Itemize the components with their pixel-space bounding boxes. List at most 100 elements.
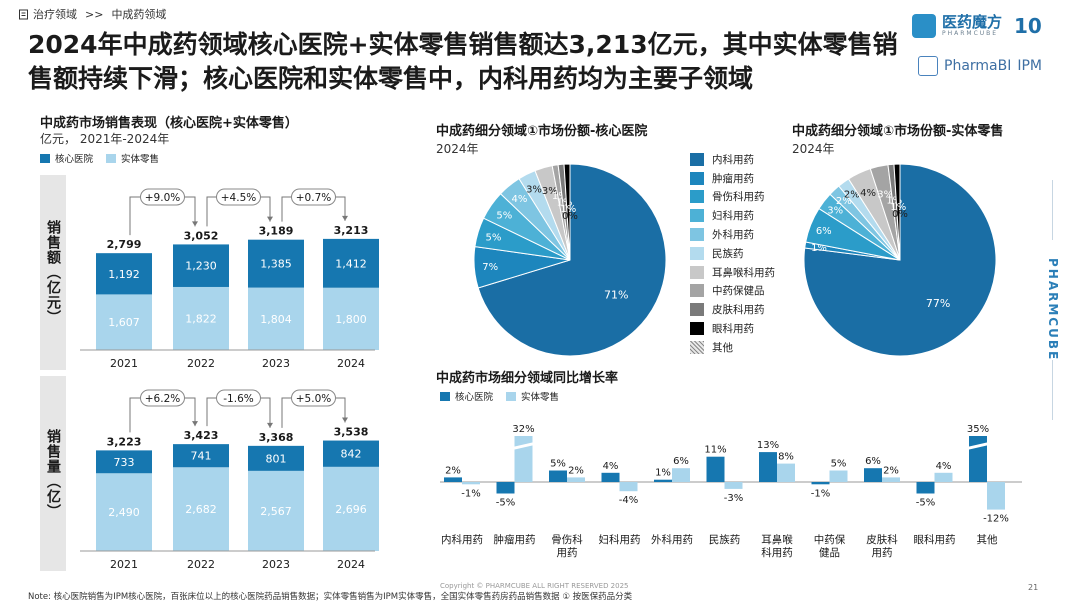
pie-legend-swatch [690, 152, 704, 166]
bar-retail [173, 286, 229, 350]
bar-total-label: 3,213 [334, 224, 369, 237]
pie-legend-label: 民族药 [712, 247, 744, 260]
page-title: 2024年中成药领域核心医院+实体零售销售额达3,213亿元，其中实体零售销售额… [28, 30, 898, 93]
bar-value-label: -12% [983, 514, 1009, 525]
bar-core [323, 238, 379, 288]
document-icon [19, 9, 28, 19]
pie-slice-label: 0% [892, 209, 908, 220]
growth-pill [216, 389, 261, 407]
breadcrumb-level2[interactable]: 中成药领域 [111, 8, 167, 21]
bar-retail [462, 482, 480, 485]
logo-cube-icon [912, 14, 936, 38]
pie-slice-label: 0% [562, 211, 578, 222]
pie-legend-swatch [690, 171, 704, 185]
x-tick-label: 皮肤科 [866, 533, 898, 546]
axis-break [967, 442, 989, 450]
bar-core-label: 741 [191, 450, 212, 463]
bar-core [248, 239, 304, 288]
logo-sub: PHARMCUBE [942, 30, 999, 37]
bar-value-label: 11% [704, 445, 726, 456]
pie-retail-chart: 77%1%6%3%2%2% 4% 3%1%1%0% [803, 163, 997, 357]
bar-retail [934, 472, 953, 482]
pie-legend-item: 骨伤科用药 [690, 188, 775, 207]
x-tick-label: 2022 [187, 357, 215, 370]
growth-arrow [267, 216, 273, 222]
growth-arrow [342, 417, 348, 423]
x-tick-label: 2022 [187, 558, 215, 571]
axis-break [512, 442, 535, 450]
bar-value-label: -4% [619, 495, 638, 506]
growth-connector: +4.5% [206, 188, 273, 227]
bar-core [323, 440, 379, 467]
bar-core [496, 482, 515, 494]
bar-value-label: 5% [831, 459, 847, 470]
bar-retail [96, 294, 152, 350]
pie-slice-label: 2% [844, 190, 860, 201]
breadcrumb: 治疗领域 >> 中成药领域 [18, 6, 166, 22]
x-tick-label: 外科用药 [651, 533, 693, 546]
bar-value-label: 4% [603, 461, 619, 472]
pie-slice-label: 1% [552, 191, 568, 202]
bar-total-label: 2,799 [107, 238, 142, 251]
bar-retail [619, 482, 638, 492]
pie-core-chart: 71%7%5%5%4%3% 3%1%1%1%0% [473, 163, 667, 357]
x-tick-label: 2023 [262, 357, 290, 370]
bar-core-label: 1,385 [260, 258, 292, 271]
bar-retail [96, 473, 152, 551]
growth-pill-label: +4.5% [221, 192, 256, 204]
bar-core [864, 468, 882, 482]
bar-value-label: 35% [967, 424, 989, 435]
logo-name: 医药魔方 [942, 13, 1003, 31]
x-tick-label: 其他 [977, 533, 998, 546]
pie-slice-label: 1% [886, 195, 902, 206]
bar-core [654, 479, 672, 482]
pie-legend-swatch [690, 265, 704, 279]
bar-core [173, 444, 229, 468]
breadcrumb-level1[interactable]: 治疗领域 [33, 8, 77, 21]
growth-pill-label: +0.7% [296, 192, 331, 204]
bar-retail-label: 2,682 [185, 503, 217, 516]
pie-legend-swatch [690, 284, 704, 298]
pie-legend-label: 妇科用药 [712, 210, 754, 223]
growth-pill [140, 188, 185, 206]
volume-axis-label: 销售量（亿） [40, 376, 66, 571]
pharmabi-name: PharmaBI [944, 58, 1012, 74]
growth-connector: +0.7% [281, 188, 348, 222]
bar-core [549, 470, 567, 482]
volume-bar-chart: 2,490 733 3,223 2021 2,682 741 3,423 2022 2,567 8… [80, 389, 379, 571]
x-tick-label: 用药 [872, 547, 893, 559]
bar-total-label: 3,189 [259, 225, 294, 238]
legend-core-label: 核心医院 [55, 154, 94, 165]
pie-slice-label: 7% [482, 262, 498, 273]
pie-legend-label: 耳鼻喉科用药 [712, 266, 775, 279]
growth-pill-label: +5.0% [296, 393, 331, 405]
growth-title: 中成药市场细分领域同比增长率 [436, 371, 619, 386]
pie-legend-item: 妇科用药 [690, 206, 775, 225]
side-brand: PHARMCUBE [1046, 258, 1060, 362]
growth-pill-label: -1.6% [223, 393, 253, 405]
pie-slice-label: 1% [890, 202, 906, 213]
growth-pill [291, 389, 336, 407]
x-tick-label: 眼科用药 [914, 533, 956, 546]
bar-value-label: 8% [778, 452, 794, 463]
x-tick-label: 用药 [557, 547, 578, 559]
bar-core [601, 472, 620, 482]
bar-core [444, 477, 462, 482]
pie-legend-swatch [690, 190, 704, 204]
pharmabi-logo: PharmaBI IPM [918, 56, 1042, 76]
x-tick-label: 健品 [819, 547, 840, 559]
pie-legend-label: 皮肤科用药 [712, 304, 765, 317]
pie-core-title: 中成药细分领域①市场份额-核心医院 [436, 124, 648, 139]
bar-retail-label: 2,696 [335, 503, 367, 516]
x-tick-label: 科用药 [761, 546, 793, 559]
x-tick-label: 2023 [262, 558, 290, 571]
pie-slice-label: 3% [542, 186, 558, 197]
growth-legend-core-swatch [440, 391, 450, 401]
bar-value-label: 13% [757, 440, 779, 451]
pie-slice-label: 1% [811, 243, 827, 254]
side-divider [1052, 180, 1053, 240]
growth-arrow [267, 422, 273, 428]
bar-core [759, 452, 777, 482]
pie-core-year: 2024年 [436, 142, 479, 156]
growth-bar-chart: 2%-1%内科用药-5%32%肿瘤用药5%2%骨伤科用药4%-4%妇科用药1%6… [440, 424, 1022, 559]
